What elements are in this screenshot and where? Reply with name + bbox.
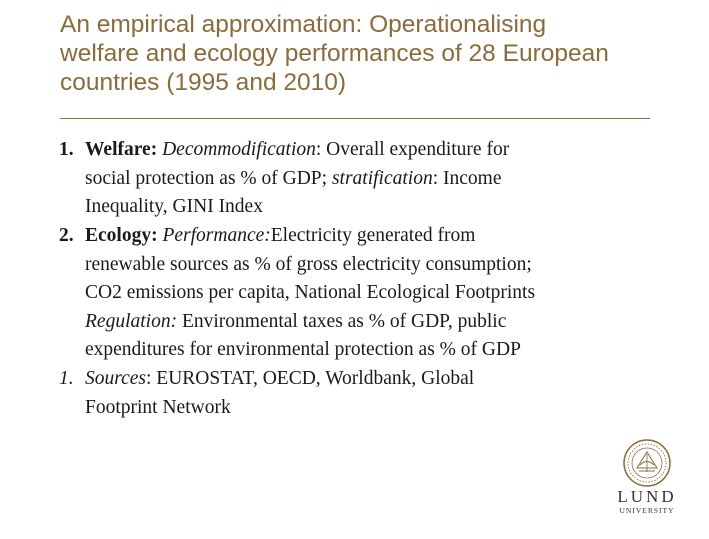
text-line: Ecology: Performance:Electricity generat…: [85, 222, 665, 251]
italic-term: Decommodification: [162, 139, 316, 160]
slide-title: An empirical approximation: Operationali…: [60, 10, 680, 97]
list-number: 1.: [59, 139, 74, 160]
text-run: Electricity generated from: [270, 225, 476, 246]
text-line: Footprint Network: [85, 394, 665, 423]
text-run: : Overall expenditure for: [315, 139, 510, 160]
italic-term: Regulation:: [85, 310, 178, 332]
logo-subtitle: University: [619, 506, 675, 515]
logo-text: LUND University: [611, 488, 683, 516]
text-run: : EUROSTAT, OECD, Worldbank, Global: [146, 368, 475, 389]
text-run: CO2 emissions per capita, National Ecolo…: [85, 282, 536, 304]
text-run: Environmental taxes as % of GDP, public: [177, 310, 507, 332]
list-item-body: Sources: EUROSTAT, OECD, Worldbank, Glob…: [85, 365, 665, 422]
title-line: countries (1995 and 2010): [60, 69, 347, 96]
bold-label: Ecology:: [85, 225, 163, 246]
list-item-body: Welfare: Decommodification: Overall expe…: [85, 136, 665, 222]
text-line: renewable sources as % of gross electric…: [85, 251, 665, 280]
text-line: Regulation: Environmental taxes as % of …: [85, 308, 665, 337]
list-number: 1.: [59, 368, 74, 389]
list-item-body: Ecology: Performance:Electricity generat…: [85, 222, 665, 365]
title-line: An empirical approximation: Operationali…: [60, 11, 547, 38]
list-number: 2.: [59, 225, 74, 246]
text-line: Inequality, GINI Index: [85, 193, 665, 222]
italic-term: stratification: [331, 167, 433, 189]
text-line: social protection as % of GDP; stratific…: [85, 165, 665, 194]
text-run: expenditures for environmental protectio…: [85, 339, 521, 361]
italic-term: Performance:: [162, 225, 271, 246]
title-line: welfare and ecology performances of 28 E…: [60, 40, 609, 67]
italic-term: Sources: [85, 368, 147, 389]
logo-wordmark: LUND: [617, 487, 677, 506]
university-seal-icon: [623, 439, 671, 487]
lund-university-logo: LUND University: [611, 438, 683, 518]
text-line: expenditures for environmental protectio…: [85, 336, 665, 365]
text-line: Welfare: Decommodification: Overall expe…: [85, 136, 665, 165]
text-line: Sources: EUROSTAT, OECD, Worldbank, Glob…: [85, 365, 665, 394]
text-run: renewable sources as % of gross electric…: [85, 253, 532, 275]
text-run: Inequality, GINI Index: [85, 196, 263, 218]
text-run: : Income: [432, 167, 502, 189]
title-divider: [60, 118, 650, 119]
text-line: CO2 emissions per capita, National Ecolo…: [85, 279, 665, 308]
bold-label: Welfare:: [85, 139, 163, 160]
text-run: Footprint Network: [85, 396, 231, 418]
text-run: social protection as % of GDP;: [85, 167, 332, 189]
